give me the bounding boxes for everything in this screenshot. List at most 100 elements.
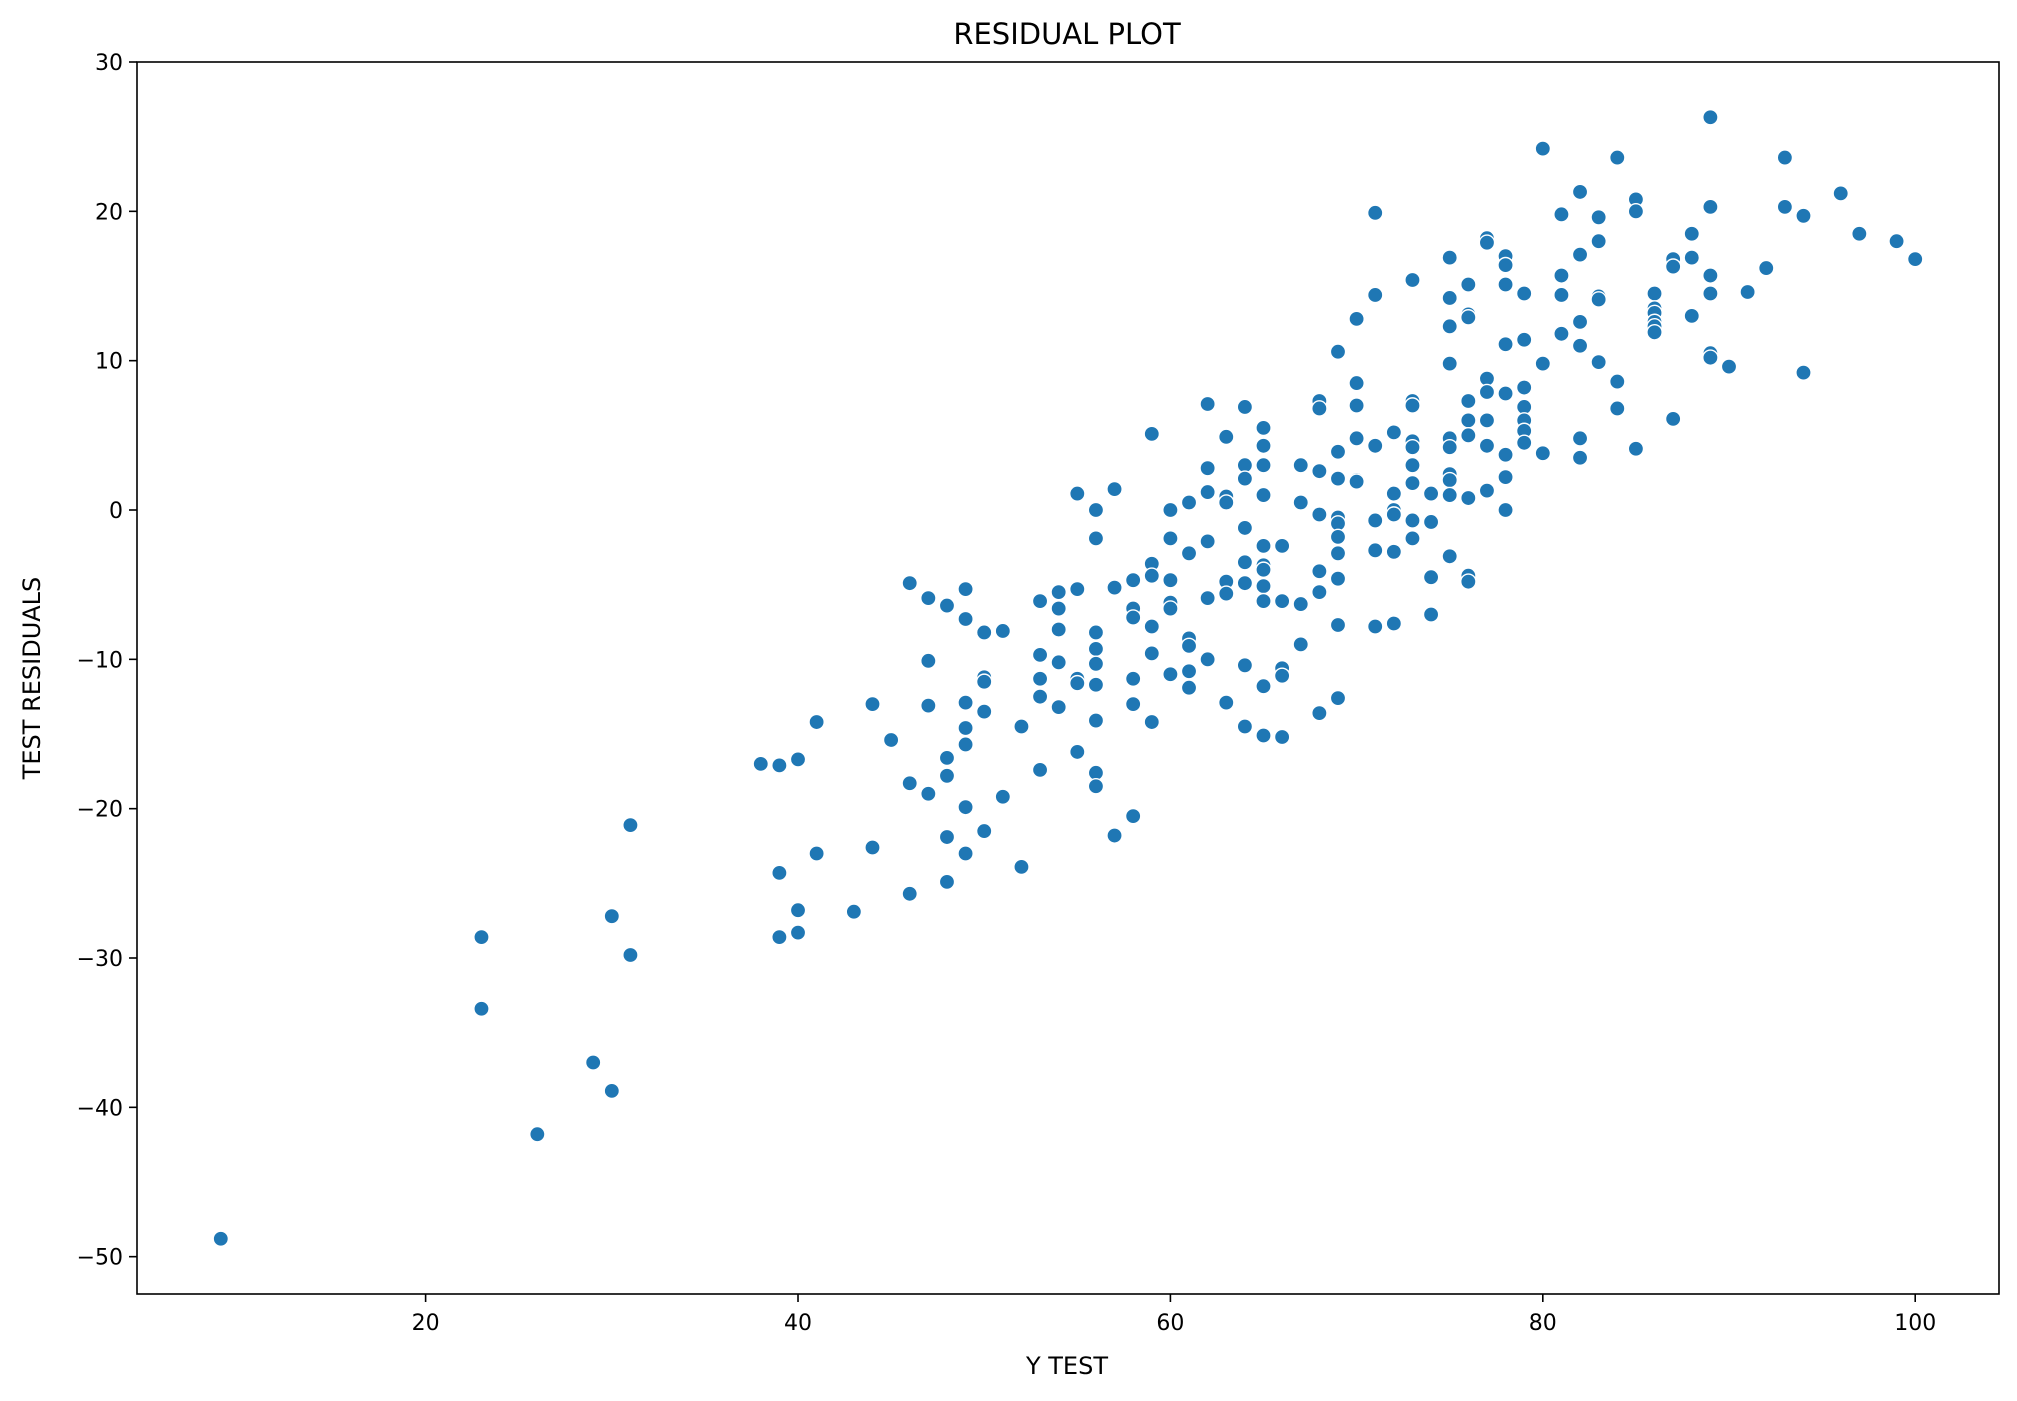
data-point — [1199, 395, 1216, 413]
y-tick-label: 10 — [95, 350, 123, 375]
data-point — [1590, 291, 1607, 308]
data-point — [957, 610, 974, 628]
data-point — [1385, 485, 1403, 502]
data-point — [1013, 858, 1030, 876]
data-point — [1311, 400, 1328, 417]
data-point — [1050, 600, 1067, 617]
data-point — [1329, 689, 1347, 707]
data-point — [1087, 712, 1105, 729]
data-point — [1590, 232, 1607, 250]
data-point — [920, 785, 937, 803]
data-point — [1217, 494, 1235, 511]
data-point — [1329, 570, 1347, 587]
data-point — [1236, 470, 1254, 487]
data-point — [975, 624, 993, 641]
y-axis-label: TEST RESIDUALS — [18, 577, 46, 781]
data-point — [1087, 530, 1105, 547]
data-point — [1255, 537, 1272, 555]
data-point — [1683, 307, 1701, 325]
data-point — [1497, 276, 1514, 293]
data-point — [1385, 506, 1403, 523]
data-point — [1311, 583, 1328, 601]
data-point — [1627, 440, 1645, 458]
data-point — [1087, 624, 1105, 641]
data-point — [1553, 206, 1570, 223]
data-point — [1255, 727, 1272, 744]
data-point — [1702, 108, 1719, 126]
data-point — [1441, 547, 1459, 565]
data-point — [1478, 437, 1496, 455]
data-point — [1422, 606, 1440, 623]
data-point — [1069, 485, 1086, 502]
data-point — [1180, 679, 1198, 697]
data-point — [1553, 325, 1570, 343]
data-point — [1776, 198, 1794, 216]
data-point — [1571, 313, 1589, 331]
data-point — [1217, 428, 1235, 446]
data-point — [1199, 483, 1216, 501]
data-point — [1478, 482, 1496, 499]
data-point — [1571, 246, 1589, 263]
data-point — [1162, 501, 1179, 519]
data-point — [1702, 267, 1719, 284]
data-point — [1441, 289, 1459, 307]
data-point — [1441, 486, 1459, 504]
data-point — [1031, 670, 1049, 688]
data-point — [771, 928, 788, 946]
data-point — [1180, 545, 1198, 562]
data-point — [1385, 424, 1403, 441]
data-point — [1497, 385, 1514, 402]
data-point — [1497, 256, 1514, 274]
data-point — [1534, 444, 1552, 462]
data-point — [1162, 600, 1179, 617]
data-point — [1031, 646, 1049, 664]
data-point — [1050, 583, 1067, 601]
data-point — [1180, 494, 1198, 511]
data-point — [1348, 310, 1365, 328]
y-tick-label: 0 — [109, 499, 123, 524]
data-point — [1702, 349, 1719, 366]
data-point — [1255, 456, 1272, 474]
data-point — [1460, 573, 1477, 590]
x-axis: 20 40 60 80 100 — [412, 1294, 1936, 1336]
data-point — [1404, 474, 1421, 492]
data-point — [1236, 519, 1254, 537]
data-point — [1795, 207, 1812, 225]
data-point — [1124, 670, 1142, 688]
data-point — [1069, 580, 1086, 598]
data-point — [975, 822, 993, 840]
data-point — [1124, 609, 1142, 626]
data-point — [1404, 438, 1421, 456]
data-point — [1702, 285, 1719, 302]
data-point — [1087, 640, 1105, 658]
data-point — [1478, 412, 1496, 429]
data-point — [1311, 704, 1328, 722]
data-point — [1571, 337, 1589, 355]
data-point — [1627, 203, 1645, 220]
data-point — [1162, 665, 1179, 683]
data-point — [1329, 343, 1347, 361]
data-point — [1702, 198, 1719, 216]
data-point — [1311, 462, 1328, 480]
data-point — [1255, 561, 1272, 579]
x-tick-label: 80 — [1529, 1311, 1557, 1336]
data-point — [1236, 398, 1254, 416]
data-point — [1348, 397, 1365, 414]
data-point — [1366, 204, 1384, 222]
data-point — [789, 751, 807, 768]
data-point — [1851, 225, 1868, 243]
y-tick-label: −50 — [77, 1246, 123, 1271]
data-point — [1441, 249, 1459, 266]
data-point — [938, 597, 956, 614]
y-axis: 30 20 10 0 −10 −20 −30 −40 −50 — [77, 51, 137, 1271]
data-point — [1217, 585, 1235, 602]
data-point — [1460, 412, 1477, 429]
data-point — [1385, 615, 1403, 632]
data-point — [845, 903, 863, 921]
data-point — [1255, 486, 1272, 504]
data-point — [957, 736, 974, 753]
data-point — [622, 946, 639, 964]
data-point — [1255, 419, 1272, 437]
data-point — [1050, 654, 1067, 671]
